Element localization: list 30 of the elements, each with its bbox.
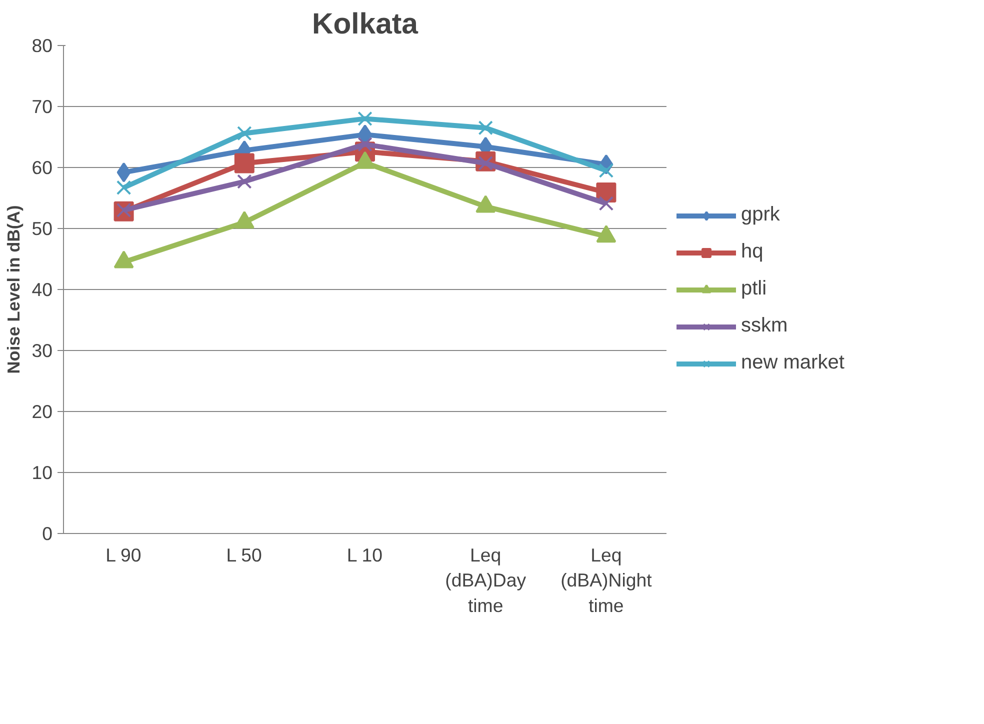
- x-tick-label: Leq (dBA)Day time: [445, 544, 527, 616]
- legend-label: sskm: [741, 314, 788, 338]
- y-tick-label: 50: [32, 218, 53, 239]
- point: [598, 163, 614, 178]
- x-tick-label: L 90: [106, 544, 142, 566]
- legend-label: gprk: [741, 204, 780, 226]
- point: [358, 111, 372, 126]
- chart-title: Kolkata: [312, 8, 419, 40]
- y-tick-label: 40: [32, 279, 53, 300]
- x-tick-label: Leq (dBA)Night time: [560, 544, 653, 616]
- y-tick-label: 20: [32, 401, 53, 422]
- y-tick-label: 10: [32, 462, 53, 483]
- point: [116, 180, 132, 195]
- legend-label: ptli: [741, 278, 767, 300]
- point: [237, 174, 252, 189]
- legend-label: hq: [741, 240, 764, 264]
- y-tick-label: 60: [32, 157, 53, 178]
- y-tick-label: 0: [42, 523, 53, 544]
- point: [234, 153, 254, 174]
- point: [598, 196, 614, 211]
- y-axis-title: Noise Level in dB(A): [4, 205, 24, 374]
- point: [478, 120, 493, 136]
- x-tick-label: L 10: [346, 544, 382, 566]
- x-tick-label: L 50: [226, 544, 262, 566]
- point: [116, 162, 131, 182]
- y-tick-label: 70: [32, 96, 53, 117]
- y-tick-label: 80: [32, 35, 53, 56]
- point: [237, 126, 252, 141]
- legend-label: new market: [741, 352, 844, 374]
- y-tick-label: 30: [32, 340, 53, 361]
